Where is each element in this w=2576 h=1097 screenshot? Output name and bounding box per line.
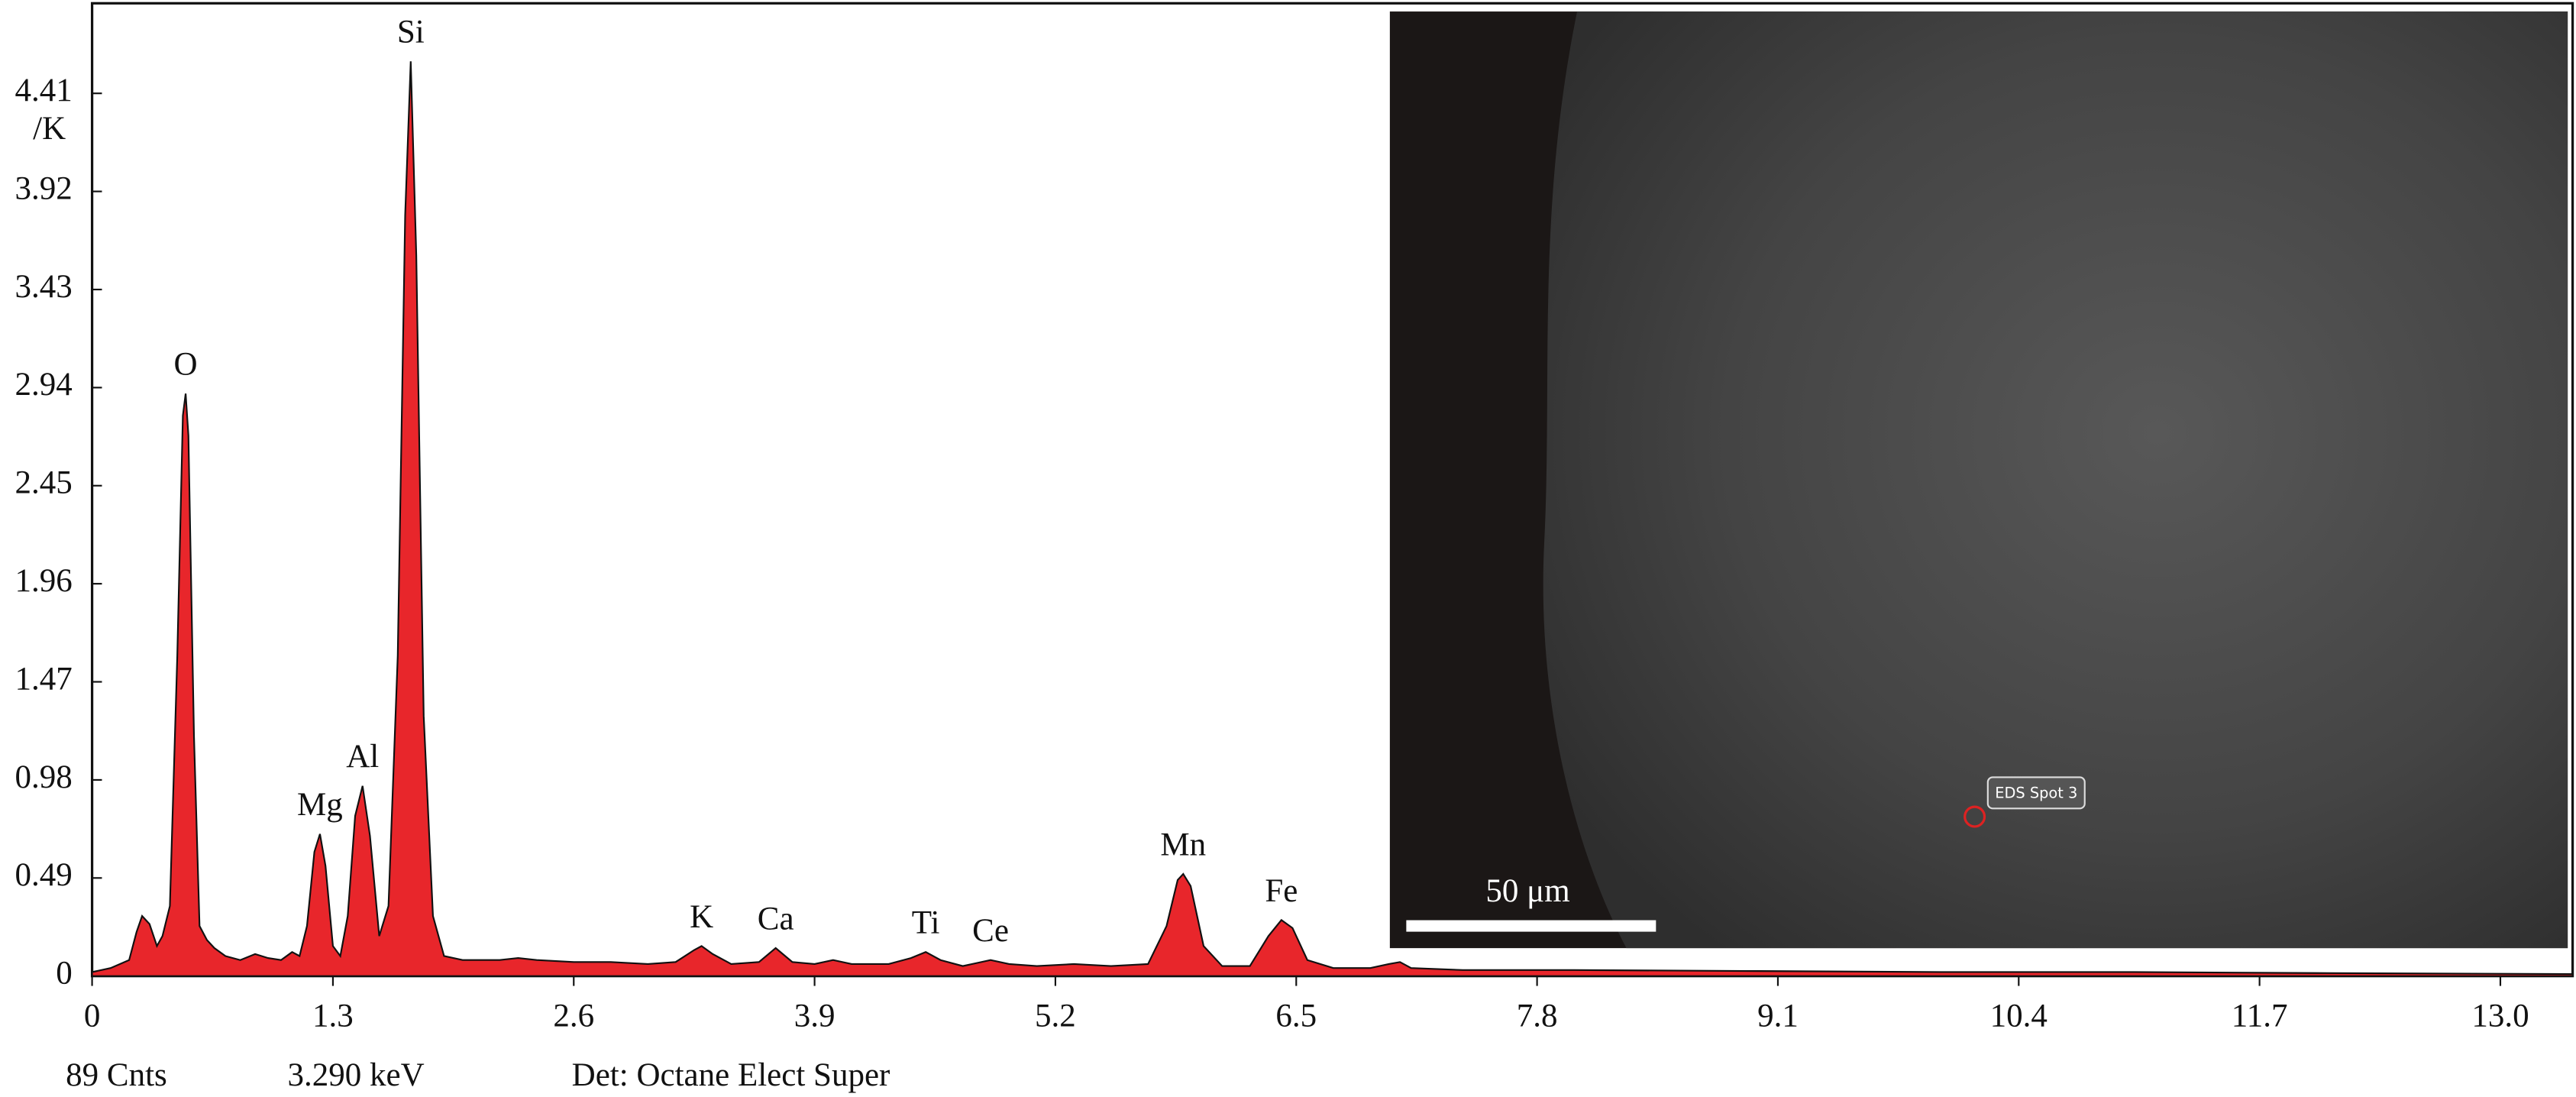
peak-label: Mg <box>297 787 343 823</box>
peak-label: K <box>690 899 713 935</box>
peak-label: Fe <box>1265 873 1298 909</box>
x-tick-label: 0 <box>84 998 100 1034</box>
y-tick-label: 1.47 <box>15 661 73 697</box>
y-tick-label: 2.45 <box>15 465 73 501</box>
x-tick-label: 5.2 <box>1035 998 1076 1034</box>
footer-counts: 89 Cnts <box>66 1057 167 1093</box>
x-tick-label: 2.6 <box>553 998 594 1034</box>
x-tick-label: 6.5 <box>1275 998 1317 1034</box>
y-tick-label: 0.49 <box>15 857 73 893</box>
y-axis-label: /K <box>33 111 66 147</box>
x-tick-label: 11.7 <box>2232 998 2288 1034</box>
peak-label: Ce <box>972 913 1009 949</box>
y-tick-label: 2.94 <box>15 367 73 403</box>
y-tick-label: 0.98 <box>15 759 73 795</box>
spot-marker <box>1964 805 1986 828</box>
y-tick-label: 3.43 <box>15 269 73 305</box>
x-tick-label: 13.0 <box>2471 998 2529 1034</box>
sem-specimen <box>1543 11 2568 949</box>
x-tick-label: 1.3 <box>312 998 354 1034</box>
scale-bar <box>1406 920 1656 932</box>
y-tick-label: 3.92 <box>15 170 73 206</box>
footer-detector: Det: Octane Elect Super <box>572 1057 890 1093</box>
y-tick-label: 0 <box>56 956 73 992</box>
peak-label: Al <box>346 739 379 775</box>
sem-inset: 50 μm EDS Spot 3 <box>1389 11 2568 949</box>
peak-label: Ti <box>912 905 940 941</box>
peak-label: Ca <box>758 901 794 937</box>
x-tick-label: 3.9 <box>794 998 836 1034</box>
scale-bar-label: 50 μm <box>1485 873 1569 909</box>
spectrum-area <box>91 61 2574 977</box>
peak-label: O <box>174 347 198 383</box>
peak-label: Si <box>397 15 425 50</box>
footer-energy: 3.290 keV <box>288 1057 425 1093</box>
y-tick-label: 4.41 <box>15 73 73 108</box>
peak-label: Mn <box>1160 827 1206 863</box>
spot-label-box <box>1986 776 2086 810</box>
y-tick-label: 1.96 <box>15 563 73 599</box>
spot-label: EDS Spot 3 <box>1995 784 2077 801</box>
x-tick-label: 7.8 <box>1517 998 1558 1034</box>
x-tick-label: 10.4 <box>1990 998 2048 1034</box>
x-tick-label: 9.1 <box>1757 998 1799 1034</box>
